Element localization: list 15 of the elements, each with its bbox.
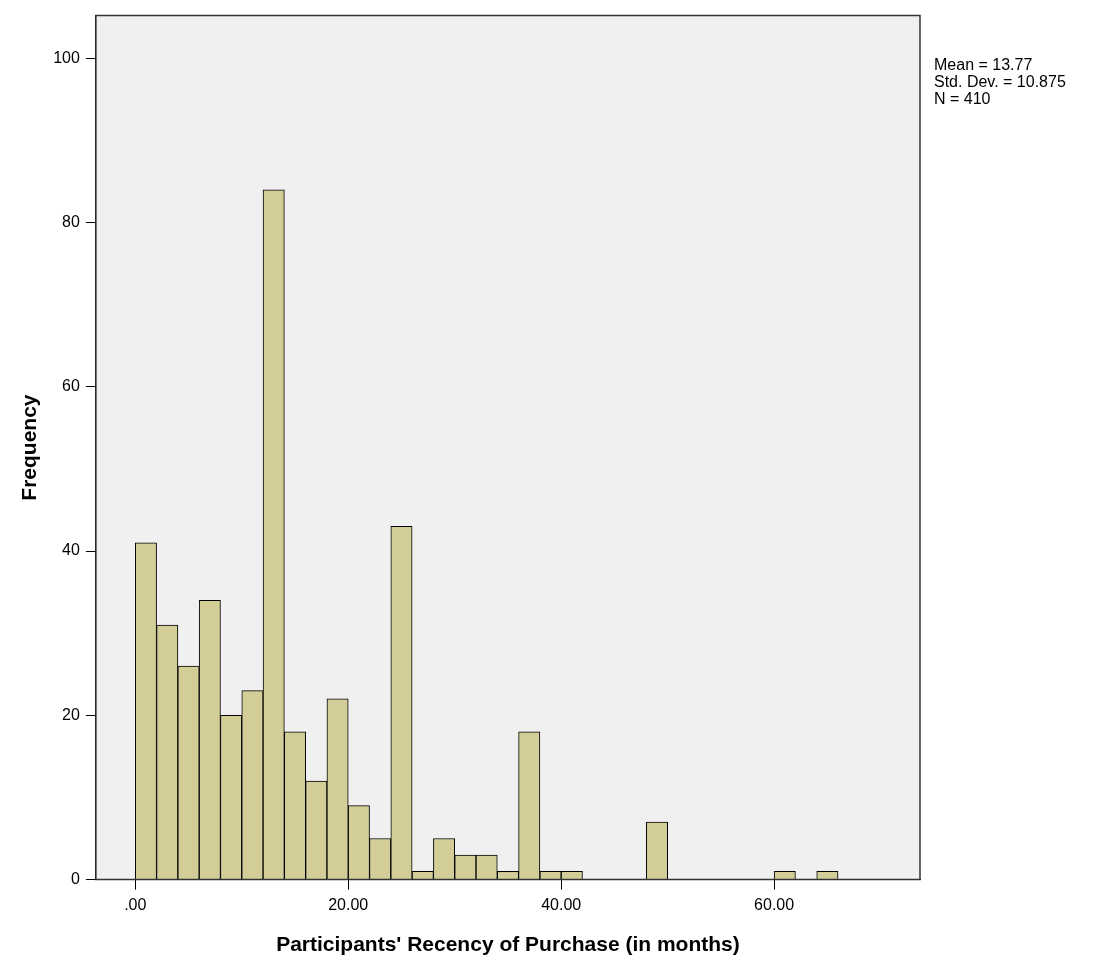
y-tick-label: 100: [53, 48, 80, 66]
text: Mean = 13.77: [934, 56, 1034, 73]
x-tick-label: .00: [124, 895, 147, 913]
y-tick-label: 0: [70, 870, 80, 888]
x-tick-label: 20.00: [328, 895, 369, 913]
text: Std. Dev. = 10.875: [934, 73, 1066, 90]
y-axis-title: Frequency: [17, 394, 41, 501]
y-tick-label: 20: [62, 705, 80, 723]
y-tick-label: 80: [62, 212, 80, 230]
x-tick-label: 60.00: [754, 895, 795, 913]
y-tick-label: 60: [62, 377, 80, 395]
x-tick-label: 40.00: [541, 895, 582, 913]
text: N = 410: [934, 90, 992, 107]
y-tick-label: 40: [62, 541, 80, 559]
x-axis-title: Participants' Recency of Purchase (in months): [276, 932, 740, 956]
